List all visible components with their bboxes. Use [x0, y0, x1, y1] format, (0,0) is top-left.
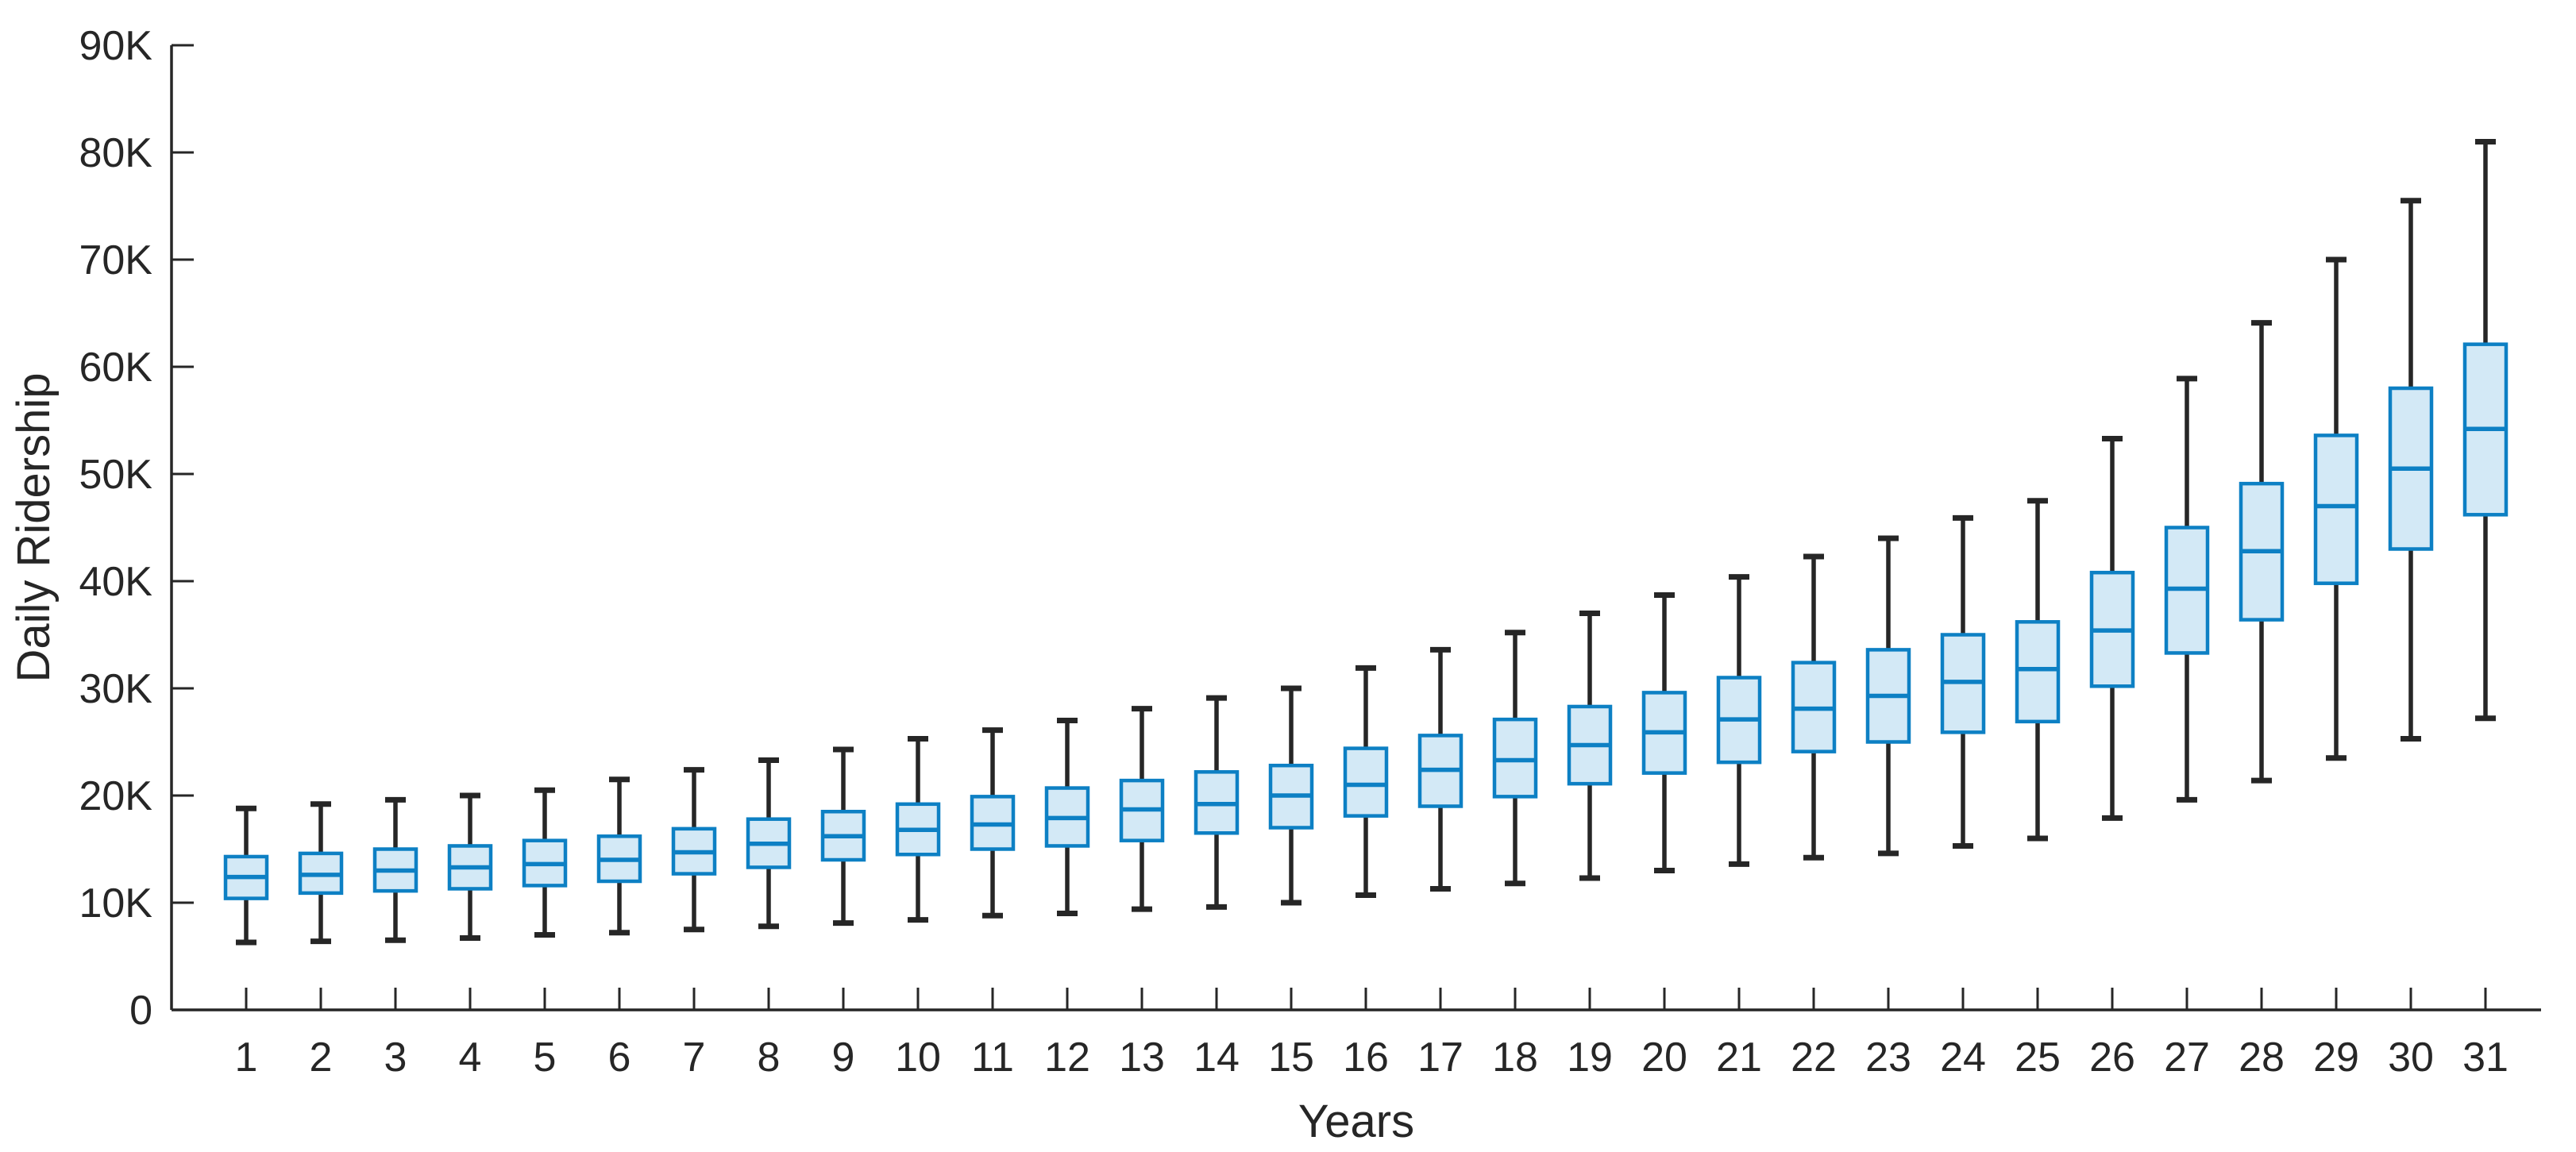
y-axis-label: Daily Ridership: [8, 372, 60, 682]
x-tick-label-26: 26: [2089, 1034, 2135, 1081]
x-tick-label-8: 8: [758, 1034, 781, 1081]
y-tick-label-60K: 60K: [79, 345, 152, 391]
x-tick-label-28: 28: [2239, 1034, 2285, 1081]
x-tick-label-24: 24: [1940, 1034, 1986, 1081]
x-tick-label-22: 22: [1791, 1034, 1837, 1081]
x-tick-label-17: 17: [1417, 1034, 1463, 1081]
y-tick-label-50K: 50K: [79, 452, 152, 498]
x-tick-label-31: 31: [2462, 1034, 2509, 1081]
x-tick-label-3: 3: [384, 1034, 407, 1081]
y-tick-label-30K: 30K: [79, 666, 152, 712]
x-tick-label-19: 19: [1567, 1034, 1613, 1081]
x-tick-label-27: 27: [2164, 1034, 2210, 1081]
x-tick-label-29: 29: [2313, 1034, 2359, 1081]
x-tick-label-12: 12: [1044, 1034, 1090, 1081]
x-axis-label: Years: [1298, 1096, 1414, 1147]
x-tick-label-5: 5: [534, 1034, 557, 1081]
x-tick-label-30: 30: [2388, 1034, 2434, 1081]
y-tick-label-70K: 70K: [79, 237, 152, 283]
box-year-16: [1343, 746, 1389, 818]
x-tick-label-15: 15: [1268, 1034, 1314, 1081]
x-tick-label-14: 14: [1194, 1034, 1240, 1081]
box-year-29: [2313, 433, 2359, 585]
x-tick-label-4: 4: [459, 1034, 482, 1081]
x-tick-label-16: 16: [1343, 1034, 1389, 1081]
x-tick-label-6: 6: [608, 1034, 631, 1081]
y-tick-label-20K: 20K: [79, 773, 152, 819]
x-tick-label-9: 9: [832, 1034, 855, 1081]
x-tick-label-23: 23: [1865, 1034, 1911, 1081]
x-tick-label-10: 10: [895, 1034, 941, 1081]
x-tick-label-25: 25: [2015, 1034, 2061, 1081]
box-year-25: [2015, 620, 2061, 724]
y-tick-label-90K: 90K: [79, 23, 152, 69]
x-tick-label-20: 20: [1641, 1034, 1687, 1081]
x-tick-label-7: 7: [683, 1034, 706, 1081]
y-tick-label-0: 0: [129, 988, 152, 1034]
x-tick-label-13: 13: [1119, 1034, 1165, 1081]
x-tick-label-2: 2: [310, 1034, 333, 1081]
y-tick-label-40K: 40K: [79, 559, 152, 605]
x-tick-label-21: 21: [1716, 1034, 1762, 1081]
y-tick-label-80K: 80K: [79, 130, 152, 176]
x-tick-label-18: 18: [1492, 1034, 1538, 1081]
y-tick-label-10K: 10K: [79, 880, 152, 927]
x-tick-label-11: 11: [971, 1034, 1014, 1081]
x-tick-label-1: 1: [235, 1034, 258, 1081]
